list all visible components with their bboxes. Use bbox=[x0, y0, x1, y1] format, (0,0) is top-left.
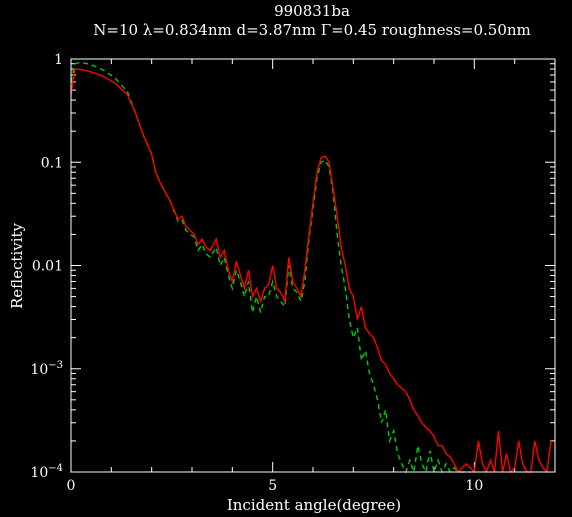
y-tick-label-base: 0.1 bbox=[41, 155, 63, 171]
y-tick-label: 10−4 bbox=[30, 463, 63, 481]
y-tick-label-base: 10 bbox=[30, 465, 48, 481]
chart-title: 990831ba bbox=[274, 2, 350, 20]
plot-frame bbox=[70, 58, 556, 473]
x-axis-label: Incident angle(degree) bbox=[227, 496, 401, 514]
y-tick-label-exponent: −3 bbox=[48, 360, 63, 371]
y-tick-label-base: 0.01 bbox=[32, 259, 63, 275]
y-axis-label: Reflectivity bbox=[8, 222, 26, 309]
x-tick-label: 10 bbox=[465, 478, 483, 494]
y-tick-label-base: 1 bbox=[54, 52, 63, 68]
y-tick-label: 0.01 bbox=[32, 259, 63, 275]
measured-series-line bbox=[70, 68, 552, 474]
x-tick-label: 5 bbox=[268, 478, 277, 494]
calculated-series-line bbox=[70, 61, 471, 475]
y-tick-label: 1 bbox=[54, 52, 63, 68]
y-tick-label-base: 10 bbox=[30, 362, 48, 378]
series-layer bbox=[70, 61, 552, 475]
chart-subtitle: N=10 λ=0.834nm d=3.87nm Γ=0.45 roughness… bbox=[93, 21, 531, 39]
y-tick-label: 10−3 bbox=[30, 360, 63, 378]
y-tick-label: 0.1 bbox=[41, 155, 63, 171]
y-tick-label-exponent: −4 bbox=[48, 463, 63, 474]
x-tick-label: 0 bbox=[67, 478, 76, 494]
